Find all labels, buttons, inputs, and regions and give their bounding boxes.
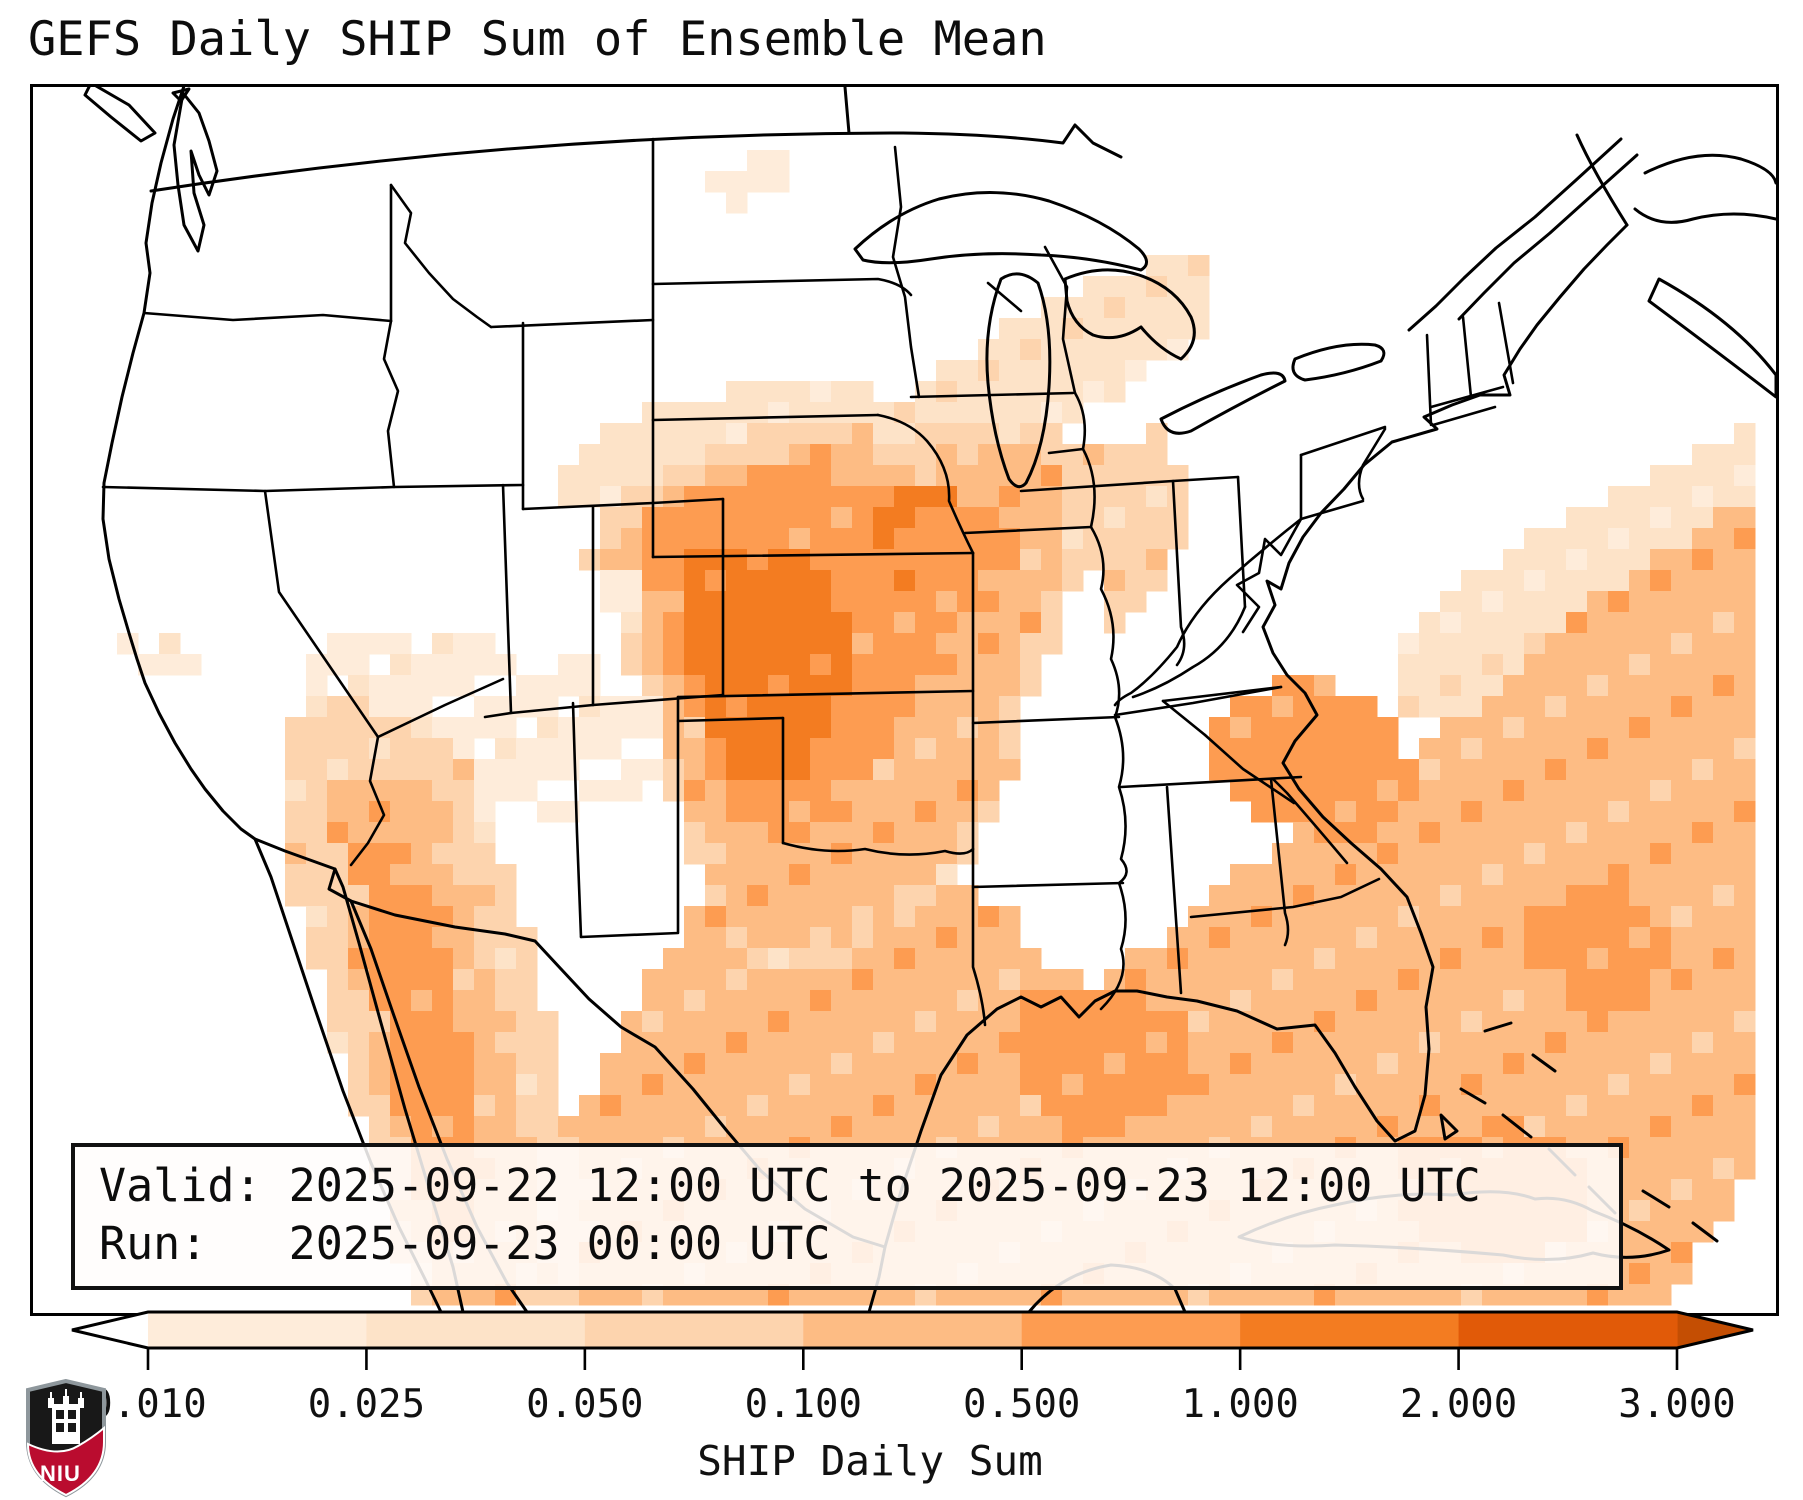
colorbar-tick-0.500: 0.500 <box>963 1382 1081 1427</box>
colorbar-tick-0.025: 0.025 <box>307 1382 426 1427</box>
valid-run-info-box: Valid: 2025-09-22 12:00 UTC to 2025-09-2… <box>71 1143 1623 1291</box>
page-title: GEFS Daily SHIP Sum of Ensemble Mean <box>28 12 1047 67</box>
niu-logo: NIU <box>26 1378 106 1498</box>
valid-time-text: Valid: 2025-09-22 12:00 UTC to 2025-09-2… <box>99 1159 1481 1212</box>
colorbar <box>71 1310 1754 1370</box>
run-time-text: Run: 2025-09-23 00:00 UTC <box>99 1216 831 1270</box>
colorbar-tick-1.000: 1.000 <box>1181 1382 1299 1427</box>
colorbar-tick-0.050: 0.050 <box>526 1382 644 1427</box>
niu-shield-red-band <box>26 1425 105 1497</box>
colorbar-tick-0.010: 0.010 <box>89 1382 207 1427</box>
state-borders <box>101 137 1515 1027</box>
ship-field-raster <box>117 150 1756 1306</box>
colorbar-tick-3.000: 3.000 <box>1618 1382 1736 1427</box>
colorbar-tick-0.100: 0.100 <box>744 1382 862 1427</box>
niu-castle-icon <box>48 1389 84 1444</box>
map-panel: Valid: 2025-09-22 12:00 UTC to 2025-09-2… <box>30 84 1779 1316</box>
niu-logo-text: NIU <box>40 1461 81 1486</box>
colorbar-axis-label: SHIP Daily Sum <box>697 1437 1043 1485</box>
us-weather-map <box>83 87 1776 1313</box>
colorbar-tick-2.000: 2.000 <box>1399 1382 1518 1427</box>
